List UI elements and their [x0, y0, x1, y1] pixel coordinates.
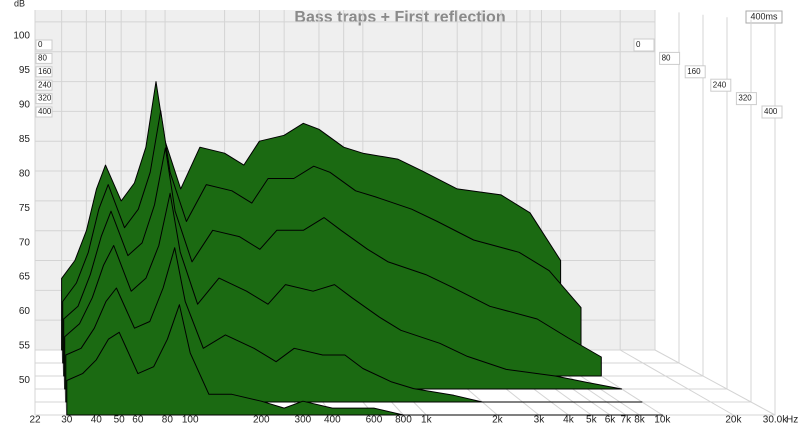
- z-tick-box: [35, 106, 53, 118]
- z-tick-label: 0: [636, 40, 641, 49]
- y-tick-label: 55: [19, 341, 31, 352]
- z-tick-label: 0: [38, 40, 43, 49]
- z-tick-box: [710, 78, 732, 92]
- x-tick-label: 4k: [563, 415, 575, 426]
- z-tick-box: [735, 92, 757, 106]
- x-tick-label: 200: [253, 415, 270, 426]
- z-end-box: [745, 10, 783, 24]
- y-tick-label: 95: [19, 65, 31, 76]
- y-tick-label: 80: [19, 168, 31, 179]
- x-tick-label: 800: [395, 415, 412, 426]
- z-tick-box: [35, 79, 53, 91]
- z-tick-label: 320: [38, 94, 52, 103]
- x-axis-label: Hz: [786, 415, 798, 426]
- slice: [64, 192, 623, 390]
- z-tick-label: 160: [38, 67, 52, 76]
- x-tick-label: 300: [295, 415, 312, 426]
- y-tick-label: 90: [19, 99, 31, 110]
- x-tick-label: 20k: [725, 415, 742, 426]
- x-tick-label: 80: [162, 415, 174, 426]
- floor-line: [619, 349, 734, 416]
- x-tick-label: 10k: [654, 415, 671, 426]
- z-tick-label: 80: [38, 54, 47, 63]
- z-tick-box: [659, 51, 681, 65]
- z-tick-label: 400: [764, 107, 778, 116]
- y-axis-label: dB: [14, 0, 25, 8]
- z-tick-box: [633, 38, 655, 52]
- y-tick-label: 85: [19, 134, 31, 145]
- z-tick-box: [761, 105, 783, 119]
- z-tick-label: 240: [713, 80, 727, 89]
- z-tick-label: 320: [738, 94, 752, 103]
- x-tick-label: 30.0k: [763, 415, 788, 426]
- x-tick-label: 30: [61, 415, 73, 426]
- slice: [66, 304, 663, 416]
- y-tick-label: 75: [19, 203, 31, 214]
- z-tick-label: 80: [662, 54, 671, 63]
- x-tick-label: 600: [366, 415, 383, 426]
- y-tick-label: 60: [19, 306, 31, 317]
- y-tick-label: 70: [19, 237, 31, 248]
- x-tick-label: 40: [91, 415, 103, 426]
- z-tick-label: 400: [38, 107, 52, 116]
- chart-title: Bass traps + First reflection: [294, 9, 505, 26]
- z-end-label: 400ms: [750, 11, 778, 21]
- x-tick-label: 5k: [586, 415, 598, 426]
- x-tick-label: 2k: [492, 415, 504, 426]
- z-tick-box: [684, 65, 706, 79]
- x-tick-label: 50: [114, 415, 126, 426]
- x-tick-label: 8k: [634, 415, 646, 426]
- x-tick-label: 60: [132, 415, 144, 426]
- z-tick-box: [35, 52, 53, 64]
- z-tick-label: 160: [687, 67, 701, 76]
- x-tick-label: 1k: [421, 415, 433, 426]
- y-tick-label: 65: [19, 272, 31, 283]
- x-tick-label: 100: [182, 415, 199, 426]
- x-tick-label: 22: [29, 415, 41, 426]
- z-tick-box: [35, 93, 53, 105]
- y-tick-label: 100: [13, 30, 30, 41]
- floor-line: [654, 349, 776, 416]
- z-tick-label: 240: [38, 80, 52, 89]
- z-tick-box: [35, 39, 53, 51]
- z-tick-box: [35, 66, 53, 78]
- x-tick-label: 7k: [621, 415, 633, 426]
- x-tick-label: 400: [324, 415, 341, 426]
- y-tick-label: 50: [19, 375, 31, 386]
- x-tick-label: 3k: [534, 415, 546, 426]
- x-tick-label: 6k: [605, 415, 617, 426]
- slice: [65, 247, 643, 403]
